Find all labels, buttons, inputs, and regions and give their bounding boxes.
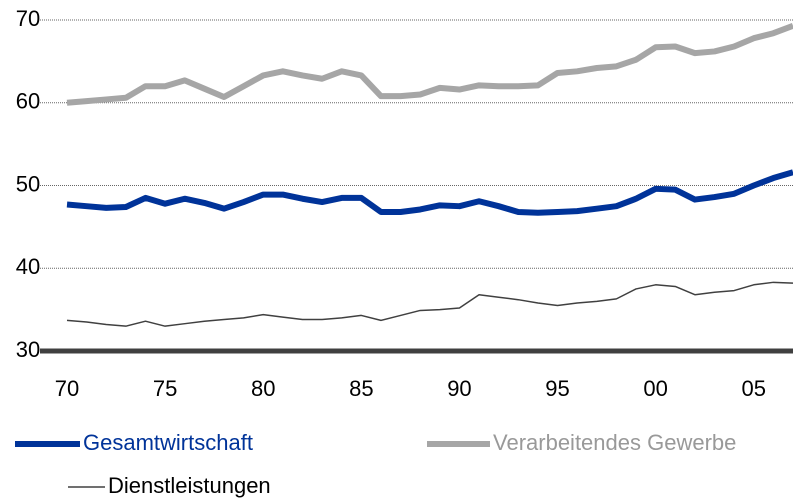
y-tick-label: 50 [16,171,40,196]
series-line [66,22,793,106]
legend-label: Dienstleistungen [108,473,271,498]
y-tick-label: 70 [16,6,40,31]
x-tick-label: 80 [251,376,275,401]
series-line [66,169,793,216]
x-tick-label: 85 [349,376,373,401]
y-tick-label: 60 [16,89,40,114]
y-tick-label: 40 [16,254,40,279]
x-tick-label: 05 [742,376,766,401]
x-tick-label: 00 [643,376,667,401]
x-tick-label: 95 [545,376,569,401]
legend-label: Gesamtwirtschaft [83,430,253,455]
x-tick-label: 90 [447,376,471,401]
x-tick-label: 75 [153,376,177,401]
series-line [66,281,793,327]
y-tick-label: 30 [16,337,40,362]
legend-label: Verarbeitendes Gewerbe [493,430,736,455]
x-tick-label: 70 [55,376,79,401]
